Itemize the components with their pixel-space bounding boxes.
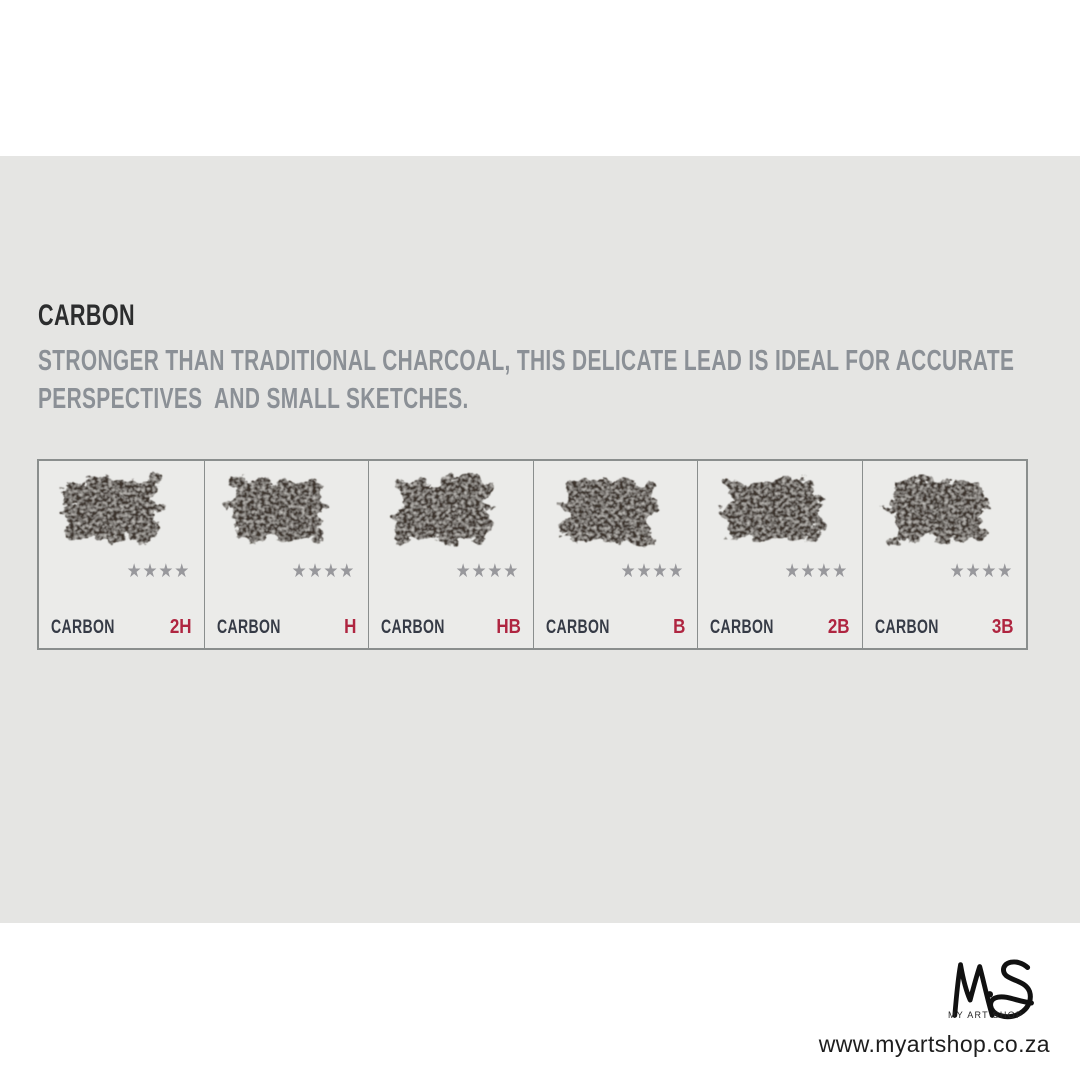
grade-cell: ★★★★ CARBON HB [368, 461, 533, 648]
product-heading: CARBON [38, 299, 135, 332]
grade-swatch-table: ★★★★ CARBON 2H ★★★★ CARBON H ★★★★ CARBON HB ★★★★ C… [37, 459, 1028, 650]
rating-stars: ★★★★ [456, 560, 520, 582]
grade-series-label: CARBON [381, 616, 445, 638]
logo-s-stroke [988, 959, 1034, 1020]
grade-value: HB [495, 616, 521, 638]
charcoal-swatch [884, 479, 989, 541]
rating-stars: ★★★★ [127, 560, 191, 582]
grade-label-row: CARBON 2H [51, 616, 192, 639]
grade-value: H [343, 616, 356, 638]
description-line: PERSPECTIVES AND SMALL SKETCHES. [38, 383, 469, 415]
grade-value: B [672, 616, 685, 638]
info-panel: CARBON STRONGER THAN TRADITIONAL CHARCOA… [0, 156, 1080, 923]
charcoal-swatch [719, 479, 824, 541]
rating-stars: ★★★★ [949, 560, 1013, 582]
grade-series-label: CARBON [710, 616, 774, 638]
rating-stars: ★★★★ [785, 560, 849, 582]
grade-cell: ★★★★ CARBON H [203, 461, 369, 648]
grade-series-label: CARBON [216, 616, 281, 638]
grade-cell: ★★★★ CARBON 3B [861, 461, 1027, 648]
grade-cell: ★★★★ CARBON 2H [39, 461, 204, 648]
grade-label-row: CARBON 2B [710, 616, 850, 639]
grade-cell: ★★★★ CARBON 2B [697, 461, 862, 648]
description-line: STRONGER THAN TRADITIONAL CHARCOAL, THIS… [38, 345, 1015, 377]
grade-value: 3B [992, 616, 1014, 638]
grade-label-row: CARBON HB [381, 616, 521, 639]
rating-stars: ★★★★ [291, 560, 355, 582]
grade-label-row: CARBON H [217, 616, 357, 639]
charcoal-swatch [60, 478, 165, 541]
grade-label-row: CARBON B [546, 616, 686, 639]
product-description: STRONGER THAN TRADITIONAL CHARCOAL, THIS… [38, 342, 1080, 418]
rating-stars: ★★★★ [620, 560, 684, 582]
grade-series-label: CARBON [51, 616, 115, 638]
grade-series-label: CARBON [874, 616, 939, 638]
grade-cell: ★★★★ CARBON B [532, 461, 698, 648]
charcoal-swatch [226, 479, 331, 541]
logo-dot [986, 991, 994, 998]
logo-ma-stroke [952, 962, 995, 1018]
grade-series-label: CARBON [545, 616, 610, 638]
grade-value: 2H [169, 616, 192, 638]
charcoal-swatch [555, 478, 660, 541]
charcoal-swatch [390, 479, 495, 541]
website-url: www.myartshop.co.za [818, 1031, 1050, 1057]
grade-label-row: CARBON 3B [875, 616, 1015, 639]
logo-subtext: MY ART SHOP [948, 1010, 1024, 1020]
grade-value: 2B [827, 616, 850, 638]
mas-logo [952, 959, 1034, 1020]
